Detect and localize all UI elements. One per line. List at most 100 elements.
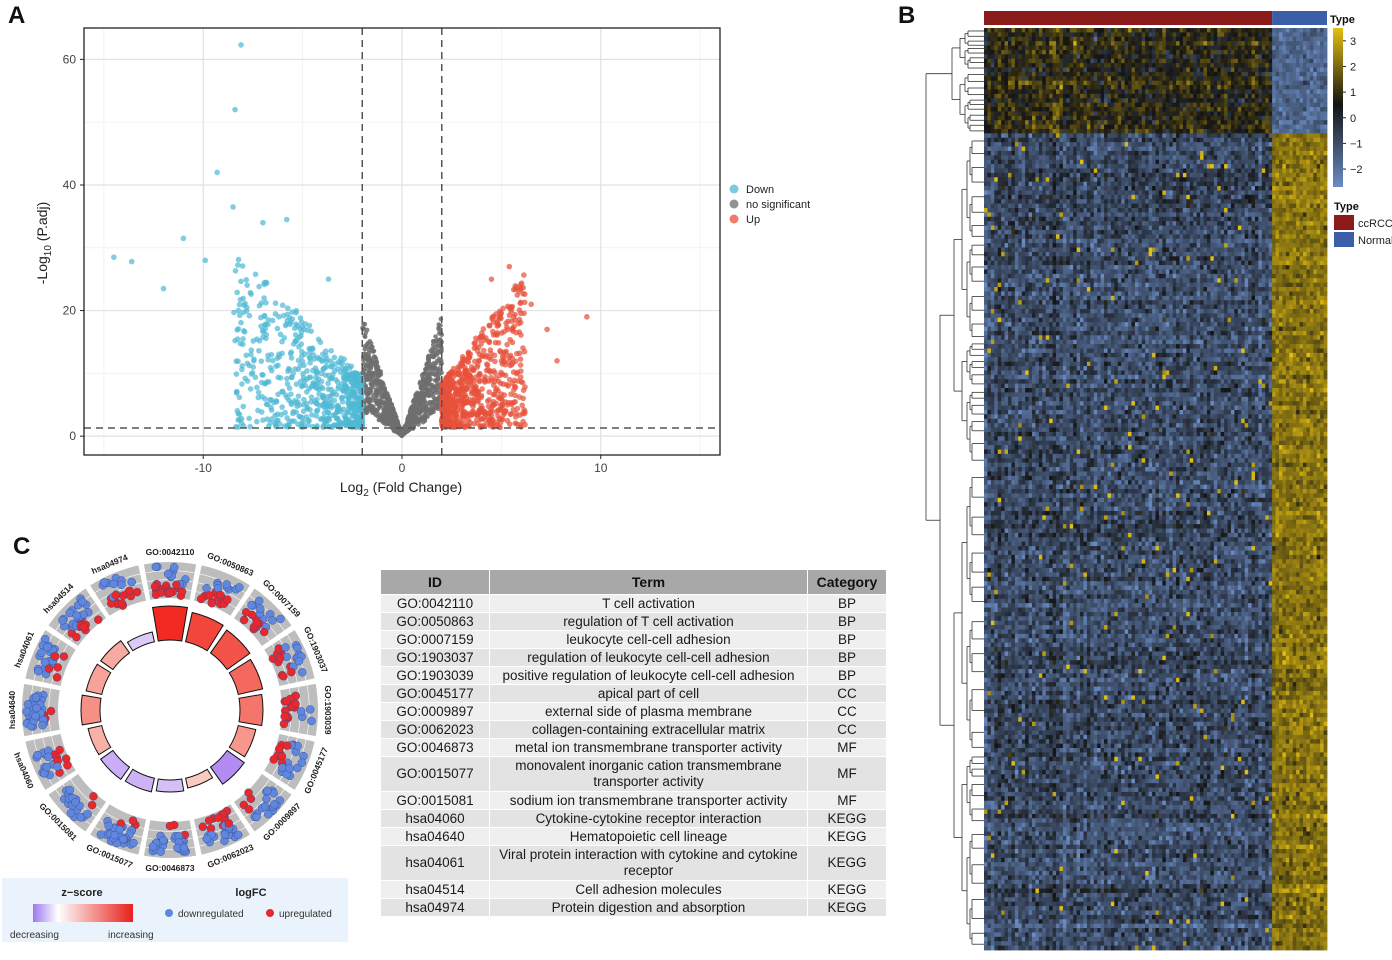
heatmap-cell xyxy=(1255,63,1259,68)
point-down xyxy=(289,309,295,315)
heatmap-cell xyxy=(1152,98,1156,103)
heatmap-cell xyxy=(1107,37,1111,42)
heatmap-cell xyxy=(1077,81,1081,86)
heatmap-cell xyxy=(1169,50,1173,55)
heatmap-cell xyxy=(1306,59,1310,64)
heatmap-cell xyxy=(1094,116,1098,121)
heatmap-cell xyxy=(1083,81,1087,86)
heatmap-cell xyxy=(1094,32,1098,37)
heatmap-cell xyxy=(1090,98,1094,103)
heatmap-cell xyxy=(1149,41,1153,46)
heatmap-cell xyxy=(1063,107,1067,112)
heatmap-cell xyxy=(1121,103,1125,108)
heatmap-cell xyxy=(1183,125,1187,130)
point-down xyxy=(246,416,252,422)
heatmap-cell xyxy=(1090,72,1094,77)
heatmap-cell xyxy=(1125,98,1129,103)
heatmap-cell xyxy=(1166,72,1170,77)
heatmap-cell xyxy=(1207,81,1211,86)
heatmap-cell xyxy=(1210,32,1214,37)
heatmap-cell xyxy=(1173,85,1177,90)
heatmap-cell xyxy=(1282,46,1286,51)
heatmap-cell xyxy=(1258,98,1262,103)
heatmap-cell xyxy=(1248,103,1252,108)
heatmap-cell xyxy=(1207,37,1211,42)
heatmap-cell xyxy=(1173,72,1177,77)
heatmap-cell xyxy=(987,129,991,134)
point-down xyxy=(256,348,262,354)
heatmap-cell xyxy=(1008,68,1012,73)
heatmap-cell xyxy=(1234,46,1238,51)
heatmap-cell xyxy=(1080,89,1084,94)
heatmap-cell xyxy=(1042,116,1046,121)
heatmap-cell xyxy=(1107,76,1111,81)
heatmap-cell xyxy=(1101,76,1105,81)
heatmap-cell xyxy=(1104,120,1108,125)
heatmap-cell xyxy=(1015,120,1019,125)
heatmap-cell xyxy=(1210,76,1214,81)
heatmap-cell xyxy=(1221,125,1225,130)
heatmap-cell xyxy=(1087,94,1091,99)
heatmap-cell xyxy=(1200,85,1204,90)
heatmap-cell xyxy=(1245,59,1249,64)
heatmap-cell xyxy=(1183,85,1187,90)
heatmap-cell xyxy=(1286,37,1290,42)
heatmap-cell xyxy=(1073,32,1077,37)
point-not-significant xyxy=(382,403,387,408)
heatmap-cell xyxy=(1121,72,1125,77)
heatmap-cell xyxy=(1197,54,1201,59)
heatmap-cell xyxy=(1125,68,1129,73)
heatmap-cell xyxy=(1269,98,1273,103)
heatmap-cell xyxy=(1094,85,1098,90)
heatmap-cell xyxy=(1186,107,1190,112)
heatmap-cell xyxy=(998,129,1002,134)
heatmap-cell xyxy=(1053,72,1057,77)
heatmap-cell xyxy=(1029,37,1033,42)
heatmap-cell xyxy=(1035,59,1039,64)
heatmap-cell xyxy=(1176,41,1180,46)
heatmap-cell xyxy=(1070,81,1074,86)
heatmap-cell xyxy=(1135,107,1139,112)
heatmap-cell xyxy=(1142,98,1146,103)
heatmap-cell xyxy=(998,103,1002,108)
point-up xyxy=(584,314,590,320)
heatmap-cell xyxy=(1173,81,1177,86)
heatmap-cell xyxy=(1049,111,1053,116)
heatmap-cell xyxy=(1180,72,1184,77)
heatmap-cell xyxy=(1077,32,1081,37)
heatmap-cell xyxy=(1001,28,1005,33)
heatmap-cell xyxy=(1252,72,1256,77)
point-down xyxy=(242,301,248,307)
heatmap-cell xyxy=(1135,59,1139,64)
heatmap-cell xyxy=(1265,54,1269,59)
heatmap-cell xyxy=(1221,72,1225,77)
point-down xyxy=(235,417,241,423)
heatmap-cell xyxy=(1025,116,1029,121)
heatmap-cell xyxy=(1125,63,1129,68)
heatmap-cell xyxy=(1262,94,1266,99)
heatmap-cell xyxy=(1011,50,1015,55)
heatmap-cell xyxy=(1039,76,1043,81)
heatmap-cell xyxy=(1210,28,1214,33)
heatmap-cell xyxy=(1029,111,1033,116)
heatmap-cell xyxy=(1005,103,1009,108)
heatmap-cell xyxy=(1087,103,1091,108)
heatmap-cell xyxy=(1042,76,1046,81)
heatmap-cell xyxy=(984,107,988,112)
heatmap-cell xyxy=(1159,85,1163,90)
heatmap-cell xyxy=(1190,76,1194,81)
heatmap-cell xyxy=(1097,129,1101,134)
heatmap-cell xyxy=(1131,54,1135,59)
heatmap-cell xyxy=(1204,32,1208,37)
heatmap-cell xyxy=(1241,54,1245,59)
heatmap-cell xyxy=(1111,120,1115,125)
heatmap-cell xyxy=(1289,81,1293,86)
heatmap-cell xyxy=(1066,72,1070,77)
heatmap-cell xyxy=(1135,50,1139,55)
heatmap-cell xyxy=(1077,125,1081,130)
point-up xyxy=(462,376,468,382)
heatmap-cell xyxy=(1032,103,1036,108)
heatmap-cell xyxy=(1077,103,1081,108)
heatmap-cell xyxy=(1001,116,1005,121)
heatmap-cell xyxy=(1258,50,1262,55)
